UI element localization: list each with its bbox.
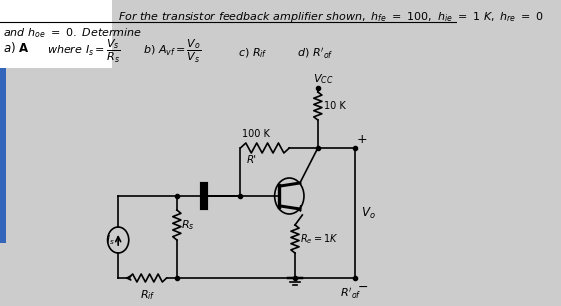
- Text: $\mathit{c)}\ R_{if}$: $\mathit{c)}\ R_{if}$: [238, 46, 268, 60]
- FancyBboxPatch shape: [0, 68, 6, 243]
- Text: $\mathit{where}\ I_s = \dfrac{V_s}{R_s}$: $\mathit{where}\ I_s = \dfrac{V_s}{R_s}$: [47, 38, 121, 65]
- FancyBboxPatch shape: [20, 37, 36, 50]
- Text: 100 K: 100 K: [242, 129, 270, 139]
- Text: $V_{CC}$: $V_{CC}$: [313, 72, 333, 86]
- Text: $R_s$: $R_s$: [181, 218, 195, 232]
- Text: $\mathit{b)}\ A_{vf} = \dfrac{V_o}{V_s}$: $\mathit{b)}\ A_{vf} = \dfrac{V_o}{V_s}$: [142, 38, 201, 65]
- FancyBboxPatch shape: [0, 0, 112, 68]
- Text: $R_e = 1K$: $R_e = 1K$: [300, 232, 338, 246]
- Text: $\mathit{a)}\ \mathbf{A}$: $\mathit{a)}\ \mathbf{A}$: [3, 40, 30, 55]
- Text: $I_s$: $I_s$: [106, 233, 115, 247]
- Text: 10 K: 10 K: [324, 101, 345, 111]
- Text: $R_{if}$: $R_{if}$: [140, 288, 155, 302]
- Text: $\mathit{and\ }h_{oe}\mathit{\ =\ 0.\ Determine}$: $\mathit{and\ }h_{oe}\mathit{\ =\ 0.\ De…: [3, 26, 142, 40]
- Text: $\mathit{For\ the\ transistor\ feedback\ amplifier\ shown,}$$\ h_{fe}$$\mathit{\: $\mathit{For\ the\ transistor\ feedback\…: [118, 10, 544, 24]
- Text: $V_o$: $V_o$: [361, 205, 376, 221]
- Text: +: +: [357, 133, 367, 146]
- Text: $R'_{of}$: $R'_{of}$: [340, 286, 361, 301]
- Text: $\mathit{d)}\ R'_{of}$: $\mathit{d)}\ R'_{of}$: [297, 46, 334, 61]
- Text: $-$: $-$: [357, 280, 368, 293]
- Text: R': R': [247, 155, 257, 165]
